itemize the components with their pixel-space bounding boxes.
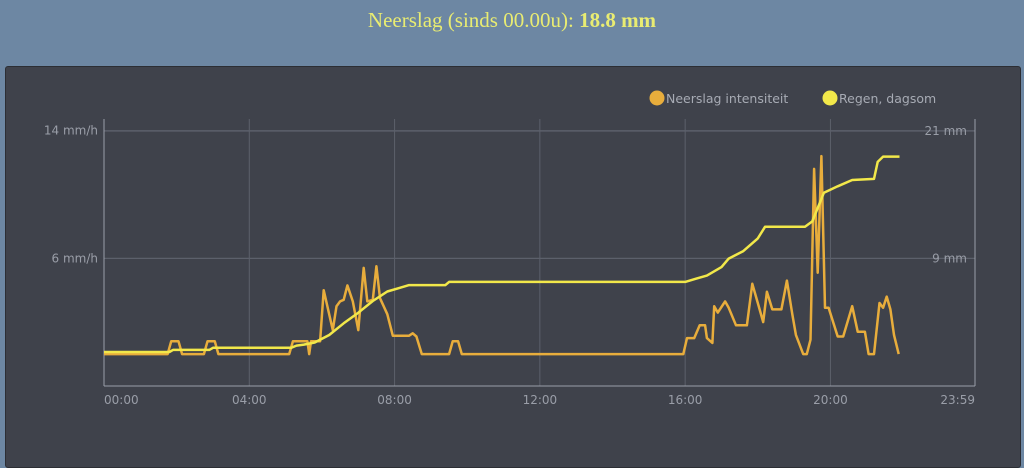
title-value: 18.8 mm [579, 8, 657, 32]
chart-panel [5, 66, 1021, 468]
y-left-tick-label: 6 mm/h [52, 251, 98, 265]
daily-sum-line [104, 155, 900, 354]
title-label: Neerslag (sinds 00.00u): [367, 8, 574, 32]
y-left-tick-label: 14 mm/h [44, 124, 98, 138]
x-tick-label: 12:00 [523, 393, 558, 407]
legend-marker-icon [822, 90, 838, 106]
x-tick-label: 04:00 [232, 393, 267, 407]
legend-label: Regen, dagsom [839, 91, 936, 106]
intensity-line [104, 154, 900, 356]
legend-label: Neerslag intensiteit [666, 91, 788, 106]
rain-total-title: Neerslag (sinds 00.00u): 18.8 mm [0, 8, 1024, 33]
y-right-tick-label: 21 mm [925, 124, 967, 138]
legend-marker-icon [649, 90, 665, 106]
x-tick-label: 08:00 [377, 393, 412, 407]
x-tick-label: 20:00 [813, 393, 848, 407]
x-tick-label: 23:59 [940, 393, 975, 407]
x-tick-label: 00:00 [104, 393, 139, 407]
y-right-tick-label: 9 mm [932, 252, 967, 266]
x-tick-label: 16:00 [668, 393, 703, 407]
